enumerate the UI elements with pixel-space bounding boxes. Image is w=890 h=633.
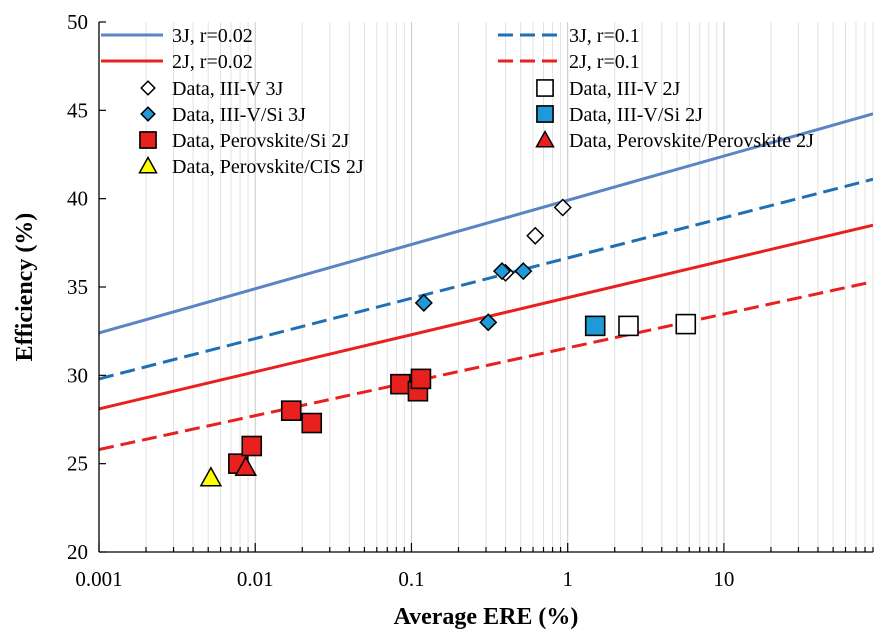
legend-marker [140, 80, 156, 96]
axes: 0.001 0.01 0.1 1 10 20 25 30 35 40 45 50 [67, 10, 874, 591]
data-point [234, 455, 258, 476]
legend-label: 3J, r=0.1 [569, 25, 640, 47]
y-tick-label: 45 [67, 98, 88, 122]
data-point [301, 412, 323, 434]
data-points [199, 198, 697, 487]
legend-label: Data, Perovskite/Si 2J [172, 130, 349, 152]
y-tick-label: 35 [67, 275, 88, 299]
legend-label: Data, III-V 2J [569, 78, 680, 100]
series-line [99, 112, 873, 335]
legend: 3J, r=0.02 3J, r=0.1 2J, r=0.02 2J, r=0.1 Da… [101, 25, 814, 178]
legend-marker [138, 155, 158, 174]
data-point [492, 262, 512, 281]
y-tick-label: 40 [67, 187, 88, 211]
legend-label: Data, Perovskite/Perovskite 2J [569, 130, 814, 152]
legend-label: Data, III-V/Si 3J [172, 104, 306, 126]
x-tick-label: 0.1 [398, 567, 424, 591]
data-point [390, 373, 411, 395]
y-axis-title: Efficiency (%) [12, 213, 38, 362]
data-point [514, 262, 533, 281]
legend-marker [536, 105, 554, 123]
data-point [410, 368, 432, 390]
data-point [584, 315, 606, 337]
legend-marker [535, 129, 555, 148]
y-tick-label: 50 [67, 10, 88, 34]
legend-label: Data, III-V 3J [172, 78, 283, 100]
x-tick-label: 0.001 [75, 567, 122, 591]
legend-marker [139, 131, 157, 149]
x-axis-title: Average ERE (%) [394, 604, 579, 630]
legend-label: 3J, r=0.02 [172, 25, 253, 47]
data-point [618, 315, 639, 337]
data-point [414, 293, 433, 312]
gridlines [98, 22, 874, 552]
data-point [553, 198, 572, 217]
data-point [479, 313, 498, 332]
legend-marker [140, 106, 156, 122]
legend-label: 2J, r=0.1 [569, 51, 640, 73]
data-point [199, 466, 223, 487]
y-tick-label: 30 [67, 363, 88, 387]
legend-marker [536, 79, 554, 97]
legend-label: Data, Perovskite/CIS 2J [172, 156, 364, 178]
x-tick-label: 10 [713, 567, 734, 591]
data-point [526, 226, 545, 245]
x-tick-label: 1 [562, 567, 573, 591]
x-tick-label: 0.01 [237, 567, 274, 591]
data-point [241, 435, 263, 457]
series-line [99, 177, 873, 381]
y-tick-label: 25 [67, 452, 88, 476]
y-tick-label: 20 [67, 540, 88, 564]
legend-label: Data, III-V/Si 2J [569, 104, 703, 126]
data-point [675, 313, 697, 335]
data-point [280, 400, 302, 421]
legend-label: 2J, r=0.02 [172, 51, 253, 73]
